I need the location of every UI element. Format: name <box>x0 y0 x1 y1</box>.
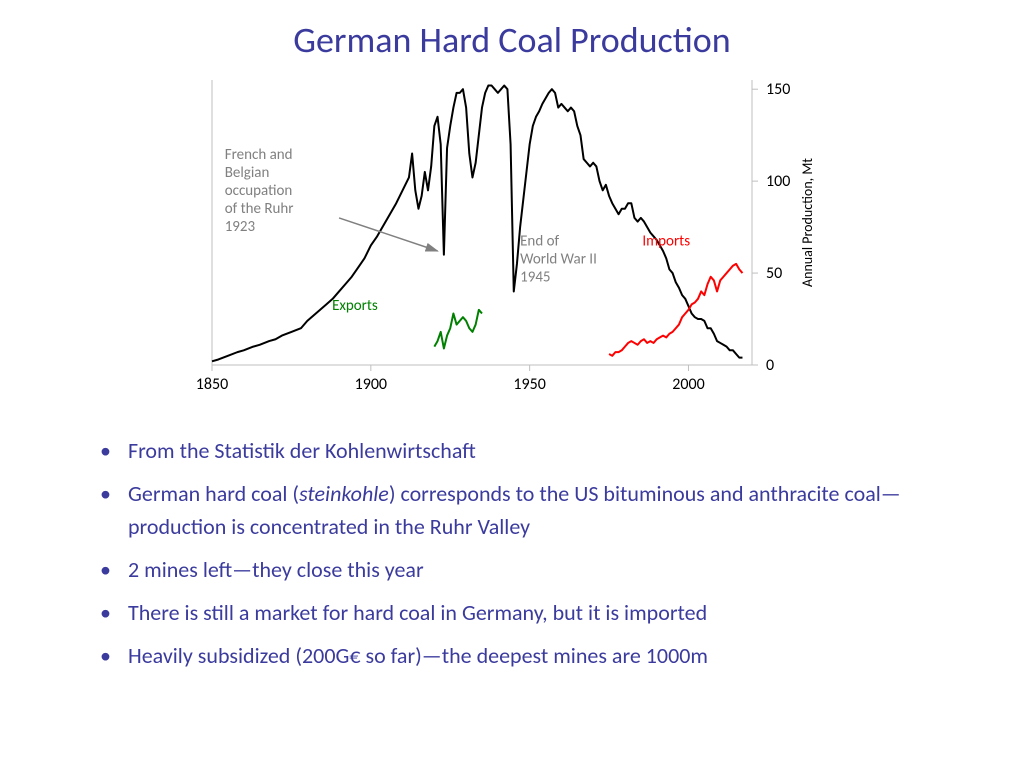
svg-text:150: 150 <box>766 80 790 99</box>
svg-text:French and: French and <box>225 146 293 164</box>
bullet-item: 2 mines left—they close this year <box>90 553 934 586</box>
svg-text:1850: 1850 <box>196 375 228 394</box>
svg-text:50: 50 <box>766 264 782 283</box>
svg-text:1923: 1923 <box>225 218 256 236</box>
svg-text:World War II: World War II <box>520 250 597 268</box>
svg-text:occupation: occupation <box>225 182 293 200</box>
bullet-item: Heavily subsidized (200G€ so far)—the de… <box>90 639 934 672</box>
page-title: German Hard Coal Production <box>0 0 1024 62</box>
svg-text:Imports: Imports <box>642 232 690 250</box>
svg-text:2000: 2000 <box>672 375 704 394</box>
svg-text:of the Ruhr: of the Ruhr <box>225 200 294 218</box>
svg-text:100: 100 <box>766 172 790 191</box>
svg-text:Annual Production, Mt: Annual Production, Mt <box>799 158 816 287</box>
svg-text:1900: 1900 <box>355 375 387 394</box>
svg-text:1945: 1945 <box>520 268 550 286</box>
svg-text:Exports: Exports <box>332 297 378 315</box>
production-chart: 1850 1900 1950 2000 0 50 100 150 Annual Producti… <box>192 70 832 410</box>
bullet-list: From the Statistik der Kohlenwirtschaft G… <box>90 434 934 672</box>
bullet-item: From the Statistik der Kohlenwirtschaft <box>90 434 934 467</box>
svg-text:0: 0 <box>766 356 774 375</box>
bullet-item: German hard coal (steinkohle) correspond… <box>90 477 934 543</box>
svg-text:1950: 1950 <box>513 375 545 394</box>
svg-text:Belgian: Belgian <box>225 164 270 182</box>
slide: German Hard Coal Production 1850 1900 1950… <box>0 0 1024 768</box>
svg-text:End of: End of <box>520 232 559 250</box>
chart-container: 1850 1900 1950 2000 0 50 100 150 Annual Producti… <box>192 70 832 410</box>
bullet-item: There is still a market for hard coal in… <box>90 596 934 629</box>
